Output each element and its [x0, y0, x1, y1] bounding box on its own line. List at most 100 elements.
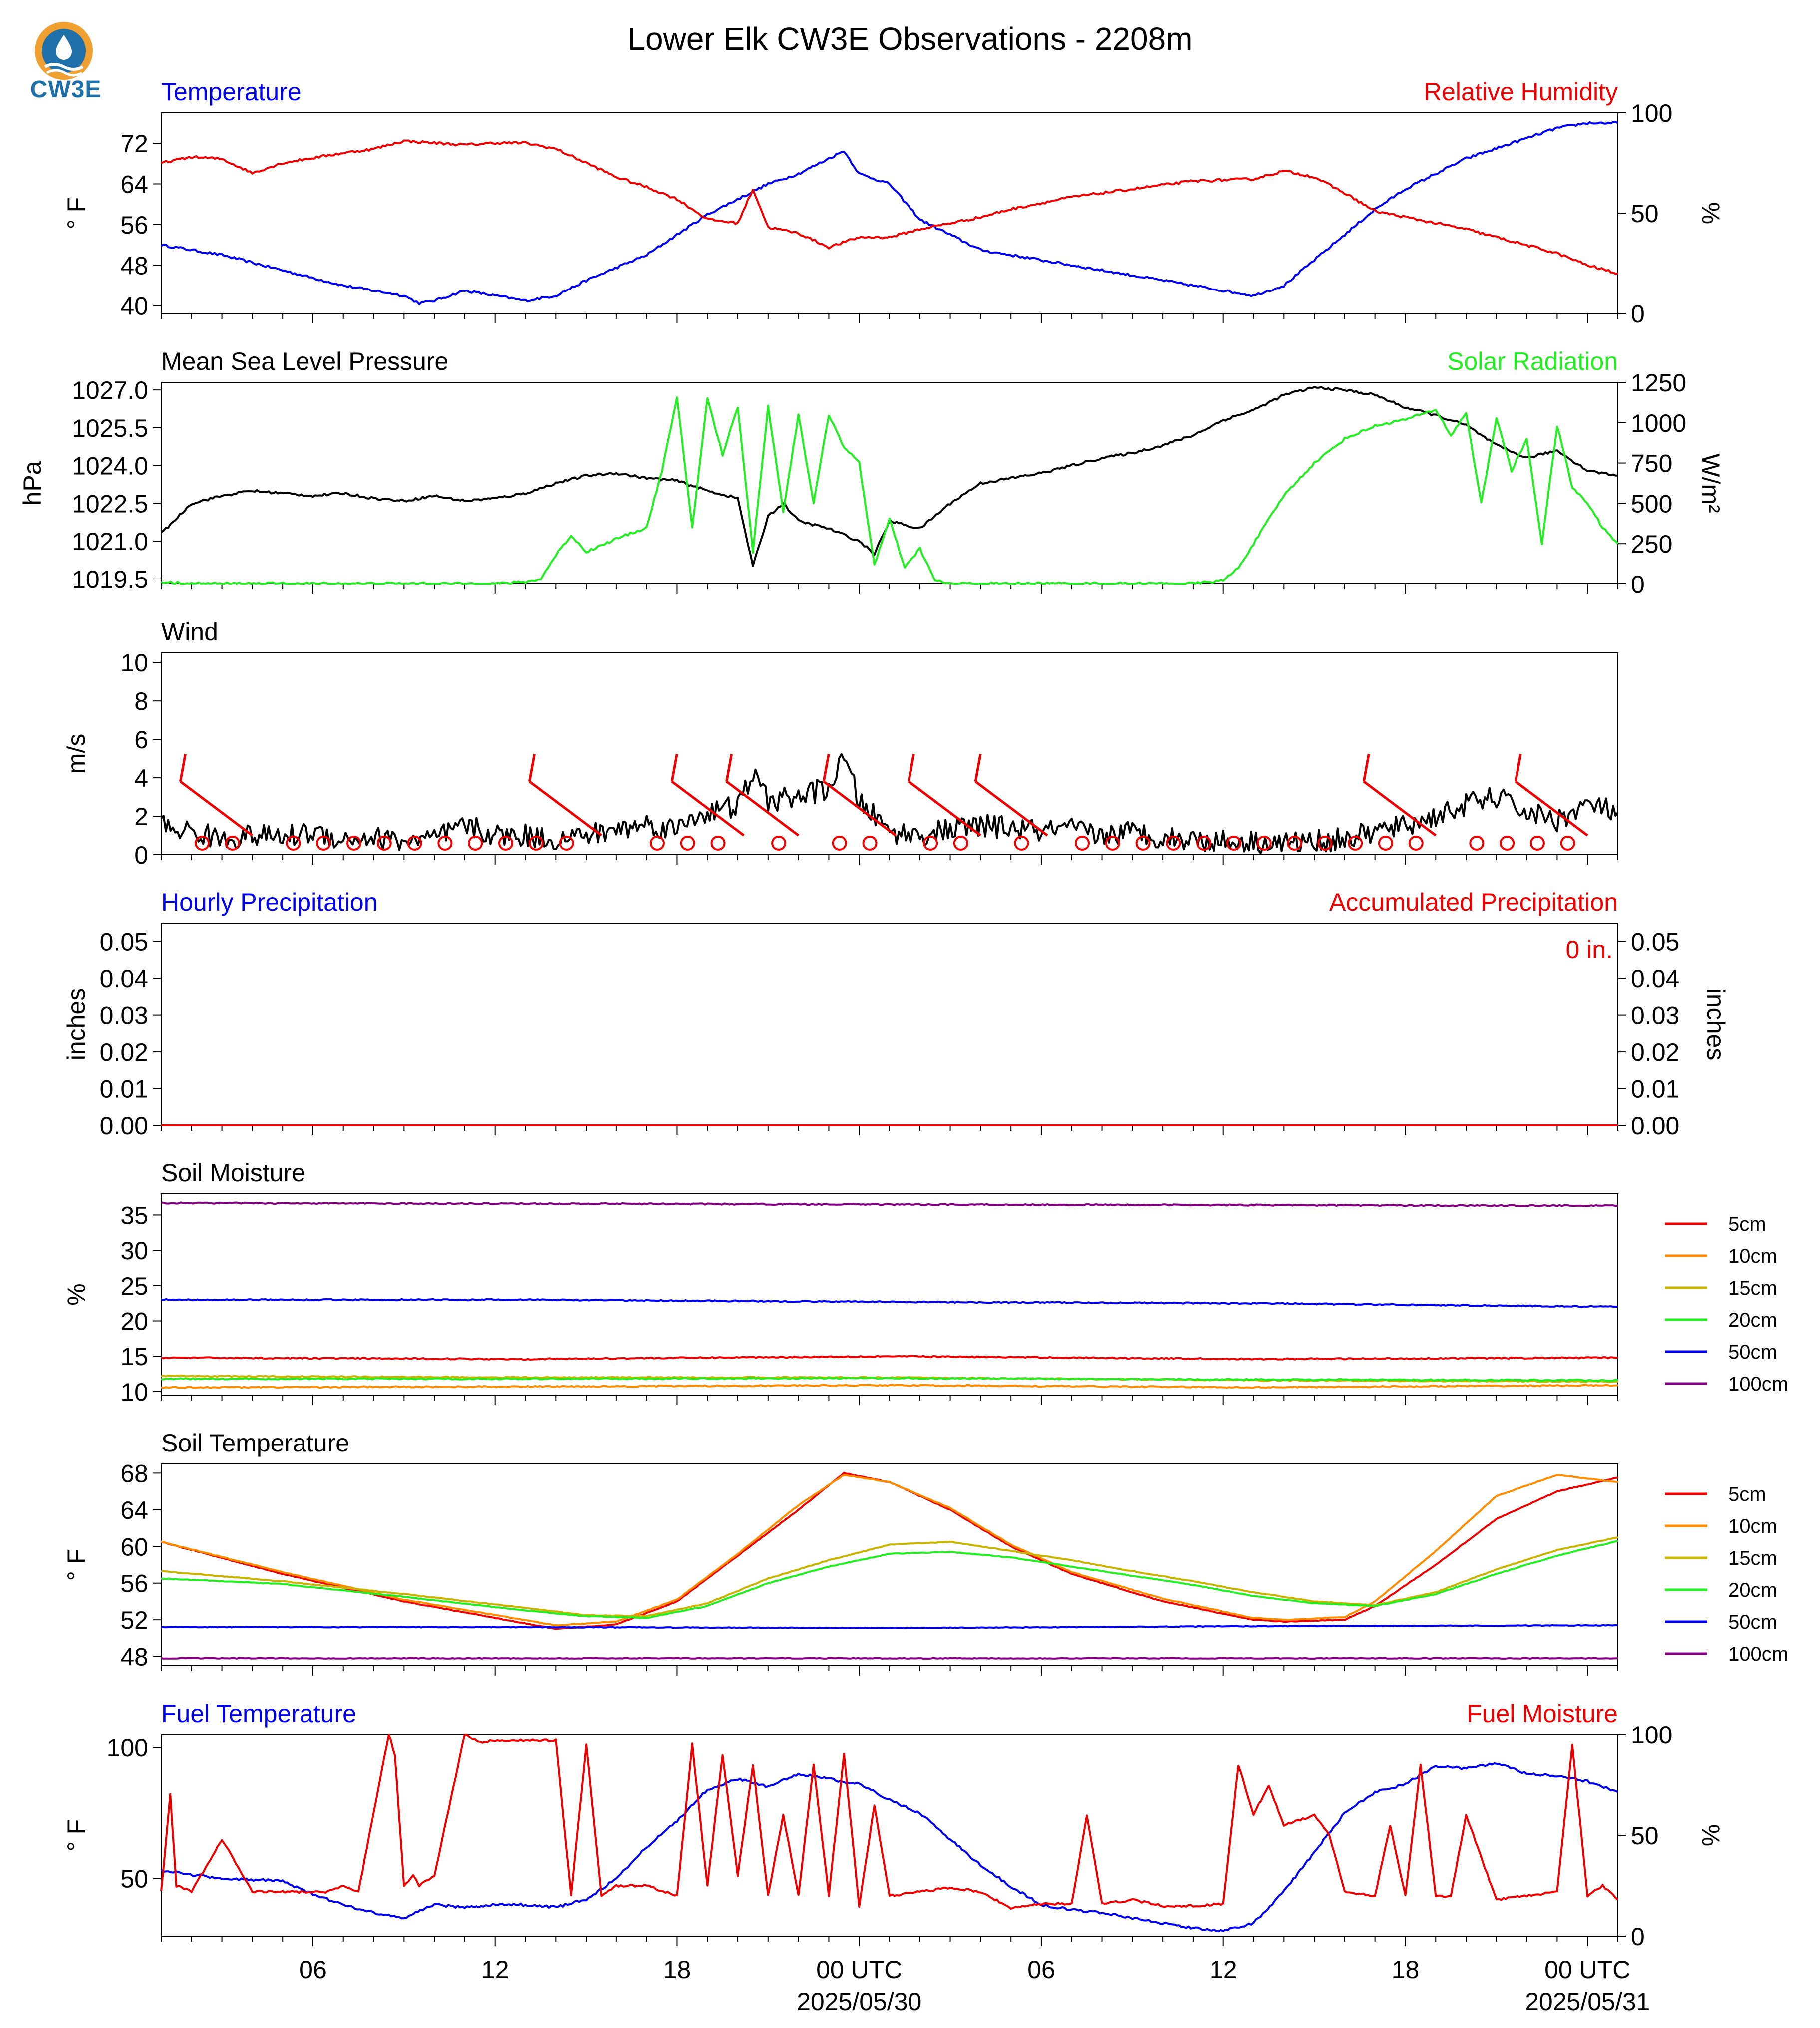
y-tick-label: 64 — [120, 1496, 148, 1524]
wind-barb — [974, 780, 1048, 837]
calm-circle — [1226, 835, 1241, 851]
y-tick-label: 25 — [120, 1272, 148, 1300]
y-tick-label: 1019.5 — [72, 566, 148, 593]
y-tick-label: 48 — [120, 252, 148, 280]
calm-circle — [316, 835, 331, 851]
series-temperature — [161, 121, 1618, 305]
wind-barb — [823, 780, 897, 837]
plot-frame — [161, 1463, 1618, 1666]
legend-label: 100cm — [1728, 1643, 1788, 1665]
y2-tick-label: 0.00 — [1631, 1112, 1679, 1140]
series-fuel-temperature — [160, 1762, 1618, 1933]
y2-tick-label: 1250 — [1631, 369, 1686, 397]
calm-circle — [1075, 835, 1090, 851]
calm-circle — [710, 835, 726, 851]
calm-circle — [923, 835, 938, 851]
legend-label: 10cm — [1728, 1515, 1777, 1537]
wind-barb-flag — [528, 754, 536, 782]
calm-circle — [1500, 835, 1515, 851]
calm-circle — [1135, 835, 1151, 851]
calm-circle — [407, 835, 422, 851]
wind-barb-flag — [1362, 754, 1370, 782]
x-date-label: 2025/05/31 — [1525, 1988, 1650, 2016]
calm-circle — [771, 835, 787, 851]
plot-frame — [161, 382, 1618, 584]
y-axis-label: m/s — [62, 734, 90, 774]
wind-barb — [179, 780, 253, 837]
calm-circle — [286, 835, 301, 851]
y-axis-label: ° F — [62, 1549, 90, 1581]
chart-title: Lower Elk CW3E Observations - 2208m — [627, 21, 1192, 57]
y-tick-label: 1021.0 — [72, 528, 148, 556]
y-tick-label: 8 — [134, 687, 148, 715]
y-axis-label: hPa — [18, 461, 46, 505]
y2-tick-label: 1000 — [1631, 409, 1686, 437]
calm-circle — [953, 835, 968, 851]
x-tick-label: 12 — [481, 1956, 509, 1984]
panel-5: Soil Moisture 10 15 20 25 30 35% 5cm 10cm 15cm 20c… — [62, 1159, 1788, 1406]
wind-barb — [726, 780, 800, 837]
y-tick-label: 1024.0 — [72, 452, 148, 480]
wind-barb-flag — [725, 754, 733, 782]
series-5cm — [161, 1355, 1618, 1361]
legend-label: 10cm — [1728, 1245, 1777, 1267]
y-tick-label: 50 — [120, 1865, 148, 1893]
y-axis-label: ° F — [62, 1819, 90, 1851]
y-tick-label: 48 — [120, 1643, 148, 1671]
calm-circle — [376, 835, 392, 851]
y-tick-label: 1022.5 — [72, 490, 148, 518]
y-tick-label: 56 — [120, 1570, 148, 1598]
y2-tick-label: 100 — [1631, 1721, 1672, 1749]
calm-circle — [528, 835, 544, 851]
panel-2: Mean Sea Level Pressure Solar Radiation 10… — [18, 347, 1725, 598]
legend-label: 15cm — [1728, 1277, 1777, 1299]
y-tick-label: 10 — [120, 1378, 148, 1406]
plot-frame — [161, 1193, 1618, 1396]
wind-barb — [671, 780, 745, 837]
panel-title-right: Solar Radiation — [1447, 347, 1618, 375]
series-15cm — [161, 1536, 1618, 1618]
y-tick-label: 1027.0 — [72, 376, 148, 404]
x-tick-label: 18 — [1392, 1956, 1420, 1984]
x-tick-label: 00 UTC — [816, 1956, 902, 1984]
plot-frame — [161, 112, 1618, 314]
legend-label: 15cm — [1728, 1547, 1777, 1569]
y2-tick-label: 250 — [1631, 530, 1672, 558]
x-tick-label: 12 — [1210, 1956, 1237, 1984]
panel-6: Soil Temperature 48 52 56 60 64 68 ° F 5cm 10cm 15… — [62, 1429, 1788, 1676]
calm-circle — [498, 835, 513, 851]
calm-circle — [1196, 835, 1212, 851]
y-tick-label: 20 — [120, 1308, 148, 1336]
y2-axis-label: W/m² — [1697, 453, 1725, 513]
y2-tick-label: 50 — [1631, 1822, 1659, 1850]
y-tick-label: 72 — [120, 130, 148, 158]
cw3e-logo-text: CW3E — [30, 76, 102, 103]
y-tick-label: 0 — [134, 841, 148, 869]
panel-title-left: Soil Temperature — [161, 1429, 349, 1457]
y-tick-label: 0.00 — [100, 1112, 148, 1140]
series-100cm — [161, 1201, 1618, 1207]
y-tick-label: 40 — [120, 292, 148, 320]
panel-title-right: Relative Humidity — [1424, 78, 1618, 106]
calm-circle — [1014, 835, 1029, 851]
x-tick-label: 18 — [663, 1956, 691, 1984]
y-tick-label: 60 — [120, 1533, 148, 1561]
wind-barb-flag — [1514, 754, 1522, 782]
y-tick-label: 4 — [134, 764, 148, 792]
y-tick-label: 64 — [120, 170, 148, 198]
panel-4: Hourly Precipitation Accumulated Precipit… — [62, 888, 1730, 1140]
y2-axis-label: inches — [1702, 988, 1730, 1061]
wind-barb-flag — [670, 754, 678, 782]
calm-circle — [1317, 835, 1333, 851]
series-20cm — [161, 1540, 1618, 1619]
panel-title-left: Mean Sea Level Pressure — [161, 347, 448, 375]
y-tick-label: 10 — [120, 649, 148, 677]
panel-title-left: Soil Moisture — [161, 1159, 305, 1187]
y-tick-label: 68 — [120, 1459, 148, 1487]
calm-circle — [680, 835, 695, 851]
series-solar-radiation — [160, 396, 1619, 585]
y2-tick-label: 100 — [1631, 99, 1672, 127]
panel-title-left: Temperature — [161, 78, 302, 106]
calm-circle — [1287, 835, 1302, 851]
